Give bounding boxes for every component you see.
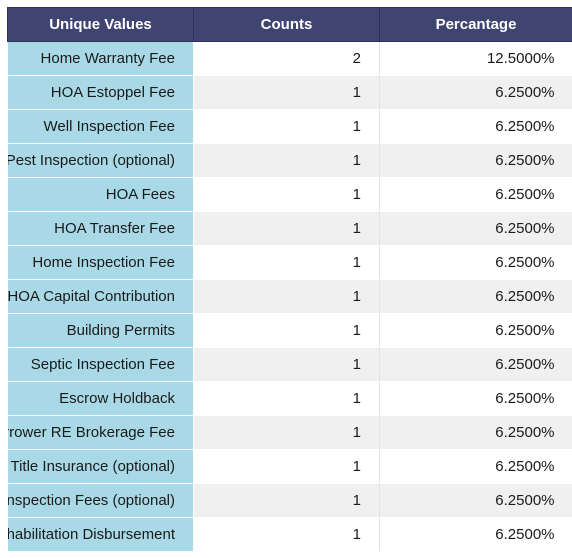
unique-value-cell: r's Title Insurance (optional) xyxy=(7,449,194,484)
count-cell: 1 xyxy=(193,211,380,246)
unique-value-text: Rehabilitation Disbursement xyxy=(8,526,176,543)
unique-value-cell: Well Inspection Fee xyxy=(7,109,194,144)
unique-value-text: r's Title Insurance (optional) xyxy=(7,458,176,475)
unique-value-cell: HOA Transfer Fee xyxy=(7,211,194,246)
unique-value-cell: HOA Capital Contribution xyxy=(7,279,194,314)
unique-value-text: Building Permits xyxy=(66,322,175,339)
percentage-cell: 6.2500% xyxy=(379,381,572,416)
table-row: Borrower RE Brokerage Fee 1 6.2500% xyxy=(7,415,572,450)
table-row: Escrow Holdback 1 6.2500% xyxy=(7,381,572,416)
count-cell: 1 xyxy=(193,347,380,382)
unique-value-text: HOA Fees xyxy=(105,186,175,203)
unique-value-cell: Escrow Holdback xyxy=(7,381,194,416)
unique-value-cell: Home Inspection Fee xyxy=(7,245,194,280)
count-cell: 1 xyxy=(193,75,380,110)
table-body: Home Warranty Fee 2 12.5000% HOA Estoppe… xyxy=(7,41,572,552)
percentage-cell: 6.2500% xyxy=(379,211,572,246)
header-unique-values[interactable]: Unique Values xyxy=(7,7,194,42)
unique-value-cell: Pest Inspection (optional) xyxy=(7,143,194,178)
percentage-cell: 12.5000% xyxy=(379,41,572,76)
count-cell: 2 xyxy=(193,41,380,76)
unique-value-cell: Rehabilitation Disbursement xyxy=(7,517,194,552)
table-row: Septic Inspection Fee 1 6.2500% xyxy=(7,347,572,382)
count-cell: 1 xyxy=(193,279,380,314)
percentage-cell: 6.2500% xyxy=(379,75,572,110)
unique-value-text: HOA Capital Contribution xyxy=(7,288,176,305)
unique-value-text: Well Inspection Fee xyxy=(43,118,175,135)
table-row: HOA Fees 1 6.2500% xyxy=(7,177,572,212)
unique-value-cell: Building Permits xyxy=(7,313,194,348)
unique-value-text: Pest Inspection (optional) xyxy=(7,152,176,169)
unique-value-cell: Septic Inspection Fee xyxy=(7,347,194,382)
unique-value-text: Inspection Fees (optional) xyxy=(7,492,176,509)
header-percentage[interactable]: Percantage xyxy=(379,7,572,42)
count-cell: 1 xyxy=(193,245,380,280)
table-row: Building Permits 1 6.2500% xyxy=(7,313,572,348)
percentage-cell: 6.2500% xyxy=(379,143,572,178)
table-header-row: Unique Values Counts Percantage xyxy=(7,7,572,42)
table-row: Well Inspection Fee 1 6.2500% xyxy=(7,109,572,144)
percentage-cell: 6.2500% xyxy=(379,313,572,348)
table-row: Pest Inspection (optional) 1 6.2500% xyxy=(7,143,572,178)
count-cell: 1 xyxy=(193,483,380,518)
percentage-cell: 6.2500% xyxy=(379,109,572,144)
unique-value-text: HOA Transfer Fee xyxy=(54,220,175,237)
percentage-cell: 6.2500% xyxy=(379,449,572,484)
unique-value-text: Home Warranty Fee xyxy=(40,50,175,67)
unique-value-text: HOA Estoppel Fee xyxy=(50,84,175,101)
table-row: Inspection Fees (optional) 1 6.2500% xyxy=(7,483,572,518)
table-row: r's Title Insurance (optional) 1 6.2500% xyxy=(7,449,572,484)
percentage-cell: 6.2500% xyxy=(379,347,572,382)
unique-value-cell: HOA Estoppel Fee xyxy=(7,75,194,110)
unique-value-cell: Inspection Fees (optional) xyxy=(7,483,194,518)
count-cell: 1 xyxy=(193,143,380,178)
table-row: Rehabilitation Disbursement 1 6.2500% xyxy=(7,517,572,552)
percentage-cell: 6.2500% xyxy=(379,483,572,518)
count-cell: 1 xyxy=(193,177,380,212)
table-row: HOA Transfer Fee 1 6.2500% xyxy=(7,211,572,246)
count-cell: 1 xyxy=(193,449,380,484)
unique-value-text: Borrower RE Brokerage Fee xyxy=(8,424,176,441)
count-cell: 1 xyxy=(193,109,380,144)
count-cell: 1 xyxy=(193,313,380,348)
percentage-cell: 6.2500% xyxy=(379,415,572,450)
unique-value-text: Septic Inspection Fee xyxy=(30,356,175,373)
table-row: Home Warranty Fee 2 12.5000% xyxy=(7,41,572,76)
unique-value-cell: HOA Fees xyxy=(7,177,194,212)
count-cell: 1 xyxy=(193,415,380,450)
value-counts-table: Unique Values Counts Percantage Home War… xyxy=(7,7,572,552)
percentage-cell: 6.2500% xyxy=(379,279,572,314)
unique-value-cell: Borrower RE Brokerage Fee xyxy=(7,415,194,450)
unique-value-text: Home Inspection Fee xyxy=(32,254,175,271)
percentage-cell: 6.2500% xyxy=(379,517,572,552)
table-row: Home Inspection Fee 1 6.2500% xyxy=(7,245,572,280)
count-cell: 1 xyxy=(193,381,380,416)
unique-value-text: Escrow Holdback xyxy=(59,390,175,407)
count-cell: 1 xyxy=(193,517,380,552)
percentage-cell: 6.2500% xyxy=(379,245,572,280)
percentage-cell: 6.2500% xyxy=(379,177,572,212)
table-row: HOA Capital Contribution 1 6.2500% xyxy=(7,279,572,314)
unique-value-cell: Home Warranty Fee xyxy=(7,41,194,76)
header-counts[interactable]: Counts xyxy=(193,7,380,42)
table-row: HOA Estoppel Fee 1 6.2500% xyxy=(7,75,572,110)
